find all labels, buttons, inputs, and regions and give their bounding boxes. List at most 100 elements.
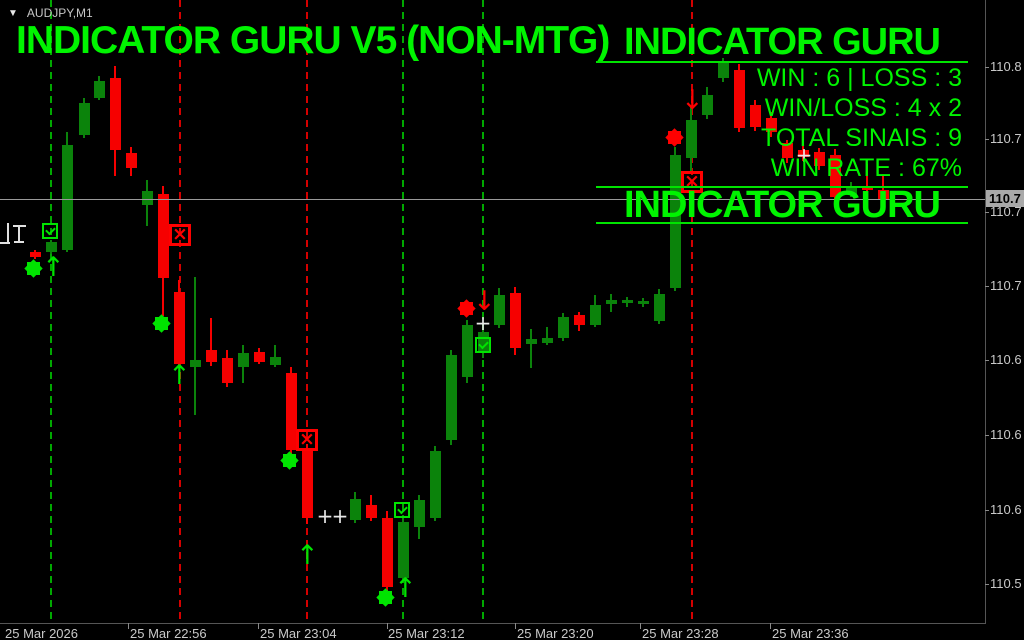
symbol-bar: ▼ AUDJPY,M1 [8, 6, 93, 20]
stat-total-signals: TOTAL SINAIS : 9 [761, 124, 962, 152]
time-axis-label: 25 Mar 23:04 [260, 626, 337, 640]
signal-vline [691, 0, 693, 622]
price-axis-tick [985, 435, 989, 436]
stats-panel: INDICATOR GURU WIN : 6 | LOSS : 3 WIN/LO… [596, 23, 968, 183]
candle-body [510, 293, 521, 348]
footer-title: INDICATOR GURU [623, 184, 941, 226]
stat-winloss-ratio: WIN/LOSS : 4 x 2 [764, 94, 962, 122]
price-axis-label: 110.7 [990, 131, 1022, 146]
signal-vline [306, 0, 308, 622]
time-axis-tick [258, 623, 259, 629]
candle-body [542, 338, 553, 343]
candle-body [206, 350, 217, 362]
candle-body [846, 187, 857, 194]
candle-body [686, 120, 697, 158]
candle-body [366, 505, 377, 518]
candle-body [30, 252, 41, 257]
sell-arrow-icon: ↓ [473, 286, 496, 317]
candle-body [174, 292, 185, 364]
signal-vline [50, 0, 52, 622]
candle-body [79, 103, 90, 135]
indicator-main-title: INDICATOR GURU V5 (NON-MTG) [16, 19, 610, 62]
candle-wick [546, 327, 548, 345]
price-axis-label: 110.6 [990, 502, 1022, 517]
crosshair-plus-icon: + [795, 143, 813, 167]
signal-star-icon [155, 317, 168, 330]
sell-arrow-icon: ↓ [681, 85, 704, 116]
loss-x-icon: × [296, 429, 318, 451]
time-axis-label: 25 Mar 23:20 [517, 626, 594, 640]
price-axis-tick [985, 510, 989, 511]
candle-body [430, 451, 441, 518]
signal-vline [402, 0, 404, 622]
stat-win-loss: WIN : 6 | LOSS : 3 [756, 64, 962, 92]
candle-body [734, 70, 745, 128]
candle-body [814, 152, 825, 166]
time-axis-label: 25 Mar 23:12 [388, 626, 465, 640]
stat-win-rate: WIN RATE : 67% [770, 154, 962, 182]
candle-body [862, 186, 873, 190]
signal-star-icon [668, 131, 681, 144]
buy-arrow-icon: ↑ [168, 360, 191, 391]
candle-body [558, 317, 569, 338]
candle-body [302, 450, 313, 518]
candle-body [270, 357, 281, 365]
candle-body [222, 358, 233, 383]
candle-wick [530, 329, 532, 368]
price-axis-label: 110.7 [990, 278, 1022, 293]
signal-star-icon [283, 454, 296, 467]
candle-body [398, 522, 409, 578]
candle-body [798, 150, 809, 157]
symbol-label: AUDJPY,M1 [26, 6, 93, 20]
symbol-dropdown-icon[interactable]: ▼ [8, 8, 18, 19]
candle-body [622, 300, 633, 303]
candle-body [574, 315, 585, 325]
candle-body [94, 81, 105, 98]
win-check-icon [42, 223, 58, 239]
candle-body [110, 78, 121, 150]
footer-title-panel: INDICATOR GURU [596, 186, 968, 224]
candle-wick [882, 176, 884, 203]
candle-body [830, 155, 841, 197]
candle-body [350, 499, 361, 520]
candle-body [446, 355, 457, 440]
time-axis-label: 25 Mar 23:28 [642, 626, 719, 640]
price-axis-tick [985, 286, 989, 287]
candle-body [718, 62, 729, 78]
signal-vline [482, 0, 484, 622]
price-axis-tick [985, 139, 989, 140]
price-axis-tick [985, 212, 989, 213]
price-axis-label: 110.6 [990, 352, 1022, 367]
current-price-tag: 110.7 [986, 190, 1024, 207]
candle-body [590, 305, 601, 325]
price-axis-label: 110.6 [990, 427, 1022, 442]
candle-body [766, 118, 777, 132]
time-axis-tick [387, 623, 388, 629]
candle-body [238, 353, 249, 367]
candle-body [142, 191, 153, 205]
candle-body [606, 300, 617, 304]
candle-body [62, 145, 73, 250]
time-axis-border [0, 623, 986, 624]
panel-divider [596, 61, 968, 63]
price-axis-label: 110.5 [990, 576, 1022, 591]
candle-wick [210, 318, 212, 366]
signal-star-icon [379, 591, 392, 604]
buy-arrow-icon: ↑ [296, 540, 319, 571]
candle-body [46, 242, 57, 252]
time-axis-tick [640, 623, 641, 629]
price-axis-tick [985, 67, 989, 68]
candle-body [158, 194, 169, 278]
candle-body [670, 155, 681, 288]
crosshair-plus-icon: + [316, 504, 334, 528]
candle-body [190, 360, 201, 367]
candle-body [382, 518, 393, 587]
time-axis-tick [515, 623, 516, 629]
price-axis-label: 110.8 [990, 59, 1022, 74]
current-price-line [0, 199, 985, 200]
signal-star-icon [460, 302, 473, 315]
